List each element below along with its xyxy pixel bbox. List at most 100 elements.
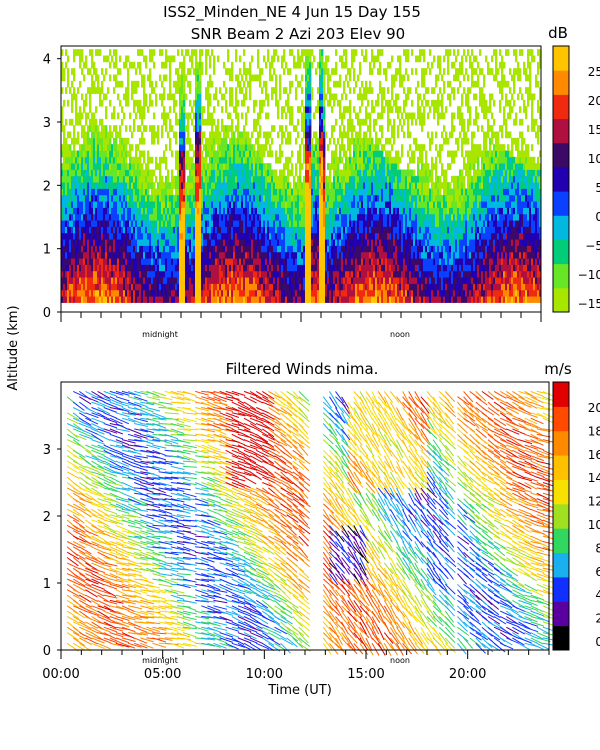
snr-cell (307, 182, 310, 189)
snr-cell (289, 264, 292, 272)
snr-cell (319, 245, 322, 253)
snr-cell (231, 264, 234, 272)
snr-cell (177, 194, 180, 202)
snr-cell (131, 232, 134, 240)
snr-cell (233, 150, 236, 158)
snr-cell (355, 245, 358, 253)
snr-cell (309, 258, 312, 265)
snr-cell (283, 283, 286, 291)
snr-cell (213, 156, 216, 164)
snr-cell (85, 264, 88, 272)
snr-cell (77, 283, 80, 291)
snr-cell (321, 232, 324, 240)
snr-cell (339, 169, 342, 177)
snr-cell (191, 239, 194, 246)
snr-cell (61, 283, 64, 291)
snr-cell (263, 245, 266, 253)
snr-cell (123, 239, 126, 246)
snr-cell (331, 194, 334, 202)
snr-cell (113, 150, 116, 158)
snr-cell (205, 251, 208, 259)
snr-cell (239, 296, 242, 303)
snr-cell (63, 201, 66, 208)
snr-cell (283, 194, 286, 202)
snr-cell (229, 144, 232, 151)
snr-cell (141, 289, 144, 297)
snr-cell (361, 251, 364, 259)
snr-cell (179, 175, 182, 183)
snr-cell (99, 182, 102, 189)
snr-cell (251, 283, 254, 291)
snr-cell (323, 283, 326, 291)
snr-cell (355, 112, 358, 120)
snr-cell (325, 277, 328, 284)
snr-cell (219, 137, 222, 145)
snr-cell (253, 150, 256, 158)
snr-cell (67, 175, 70, 183)
snr-cell (105, 131, 108, 139)
snr-cell (367, 283, 370, 291)
snr-cell (309, 68, 312, 75)
snr-cell (289, 289, 292, 297)
snr-cell (189, 239, 192, 246)
snr-cell (227, 144, 230, 151)
snr-cell (73, 175, 76, 183)
snr-cell (123, 245, 126, 253)
snr-cell (307, 144, 310, 151)
snr-cell (163, 156, 166, 164)
snr-cell (249, 251, 252, 259)
snr-cell (335, 163, 338, 170)
snr-cell (209, 232, 212, 240)
snr-cell (97, 232, 100, 240)
snr-cell (357, 264, 360, 272)
snr-cell (359, 163, 362, 170)
snr-cell (97, 80, 100, 88)
snr-cell (309, 55, 312, 63)
snr-cell (371, 163, 374, 170)
snr-cell (271, 137, 274, 145)
snr-cell (329, 182, 332, 189)
snr-cell (367, 194, 370, 202)
snr-cell (333, 251, 336, 259)
snr-cell (163, 74, 166, 82)
snr-cell (321, 239, 324, 246)
snr-cell (221, 169, 224, 177)
snr-cell (357, 137, 360, 145)
snr-cell (381, 125, 384, 132)
snr-cell (287, 296, 290, 303)
snr-cell (361, 118, 364, 126)
snr-cell (259, 156, 262, 164)
snr-cell (91, 226, 94, 234)
snr-cell (115, 213, 118, 221)
snr-cell (179, 289, 182, 297)
snr-cell (285, 61, 288, 69)
snr-cell (299, 258, 302, 265)
snr-cell (201, 232, 204, 240)
snr-cell (201, 207, 204, 215)
snr-cell (197, 245, 200, 253)
snr-cell (221, 213, 224, 221)
snr-cell (167, 169, 170, 177)
snr-cell (321, 156, 324, 164)
snr-cell (375, 201, 378, 208)
snr-cell (247, 239, 250, 246)
snr-cell (341, 283, 344, 291)
snr-cell (71, 156, 74, 164)
snr-cell (189, 226, 192, 234)
snr-cell (71, 220, 74, 227)
snr-cell (101, 80, 104, 88)
snr-cell (291, 251, 294, 259)
snr-cell (257, 182, 260, 189)
snr-cell (363, 169, 366, 177)
snr-cell (223, 163, 226, 170)
snr-cell (309, 277, 312, 284)
snr-cell (271, 232, 274, 240)
snr-cell (359, 245, 362, 253)
snr-cell (319, 99, 322, 107)
snr-cell (379, 207, 382, 215)
snr-cell (225, 175, 228, 183)
snr-cell (275, 220, 278, 227)
snr-cell (255, 125, 258, 132)
snr-cell (345, 277, 348, 284)
snr-cell (181, 156, 184, 164)
